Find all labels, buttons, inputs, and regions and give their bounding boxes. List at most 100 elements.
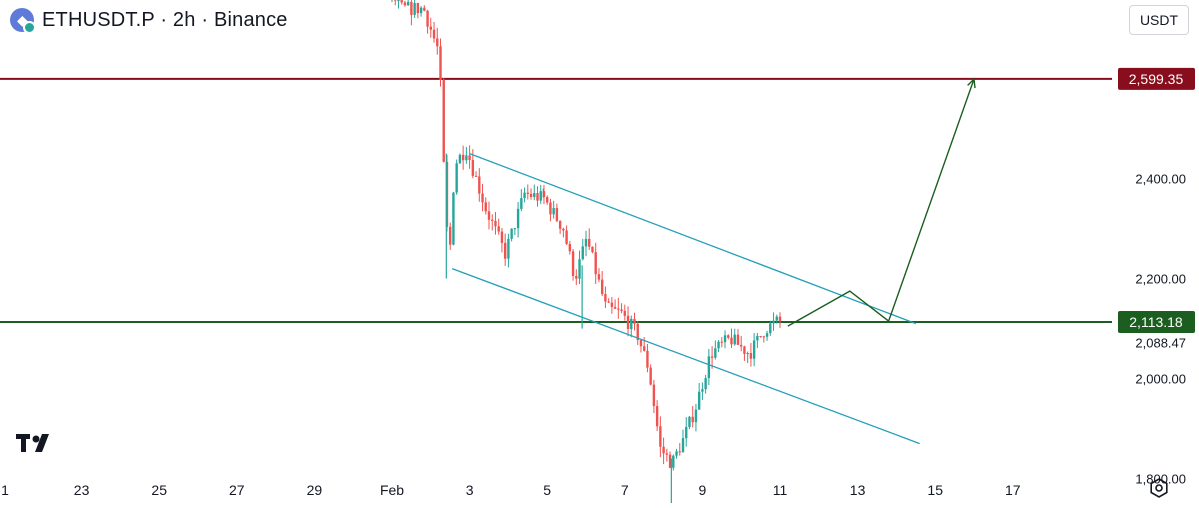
candle[interactable] xyxy=(503,233,507,266)
candle[interactable] xyxy=(597,268,601,283)
candle[interactable] xyxy=(397,0,400,9)
candle[interactable] xyxy=(630,315,633,338)
candle[interactable] xyxy=(607,298,610,303)
candle[interactable] xyxy=(403,0,407,7)
candle[interactable] xyxy=(714,340,717,360)
candle[interactable] xyxy=(685,417,688,447)
candle[interactable] xyxy=(494,211,497,235)
candle[interactable] xyxy=(733,328,736,346)
candle[interactable] xyxy=(701,382,704,400)
candle[interactable] xyxy=(675,448,678,459)
candle[interactable] xyxy=(487,201,491,230)
candle[interactable] xyxy=(649,364,652,386)
candle[interactable] xyxy=(591,246,594,254)
candle[interactable] xyxy=(600,271,604,297)
candle[interactable] xyxy=(775,314,778,324)
candle[interactable] xyxy=(513,227,517,236)
candle[interactable] xyxy=(578,250,581,285)
candle[interactable] xyxy=(584,230,588,257)
candle[interactable] xyxy=(391,0,393,3)
candle[interactable] xyxy=(423,5,426,12)
candle[interactable] xyxy=(439,38,442,87)
candle[interactable] xyxy=(678,443,681,456)
candle[interactable] xyxy=(526,184,529,200)
candle[interactable] xyxy=(542,184,546,205)
candle[interactable] xyxy=(694,403,698,432)
candle[interactable] xyxy=(520,189,523,212)
candle[interactable] xyxy=(510,228,513,242)
candle[interactable] xyxy=(565,225,568,246)
candle[interactable] xyxy=(636,321,639,345)
candle[interactable] xyxy=(736,329,740,346)
candle[interactable] xyxy=(772,312,775,331)
candle[interactable] xyxy=(410,0,413,26)
symbol-title[interactable]: ETHUSDT.P · 2h · Binance xyxy=(42,8,288,31)
candle[interactable] xyxy=(400,0,403,5)
candle[interactable] xyxy=(516,202,520,238)
candle[interactable] xyxy=(740,335,743,352)
candle[interactable] xyxy=(646,344,649,373)
candle[interactable] xyxy=(406,0,410,6)
price-label-resistance[interactable]: 2,599.35 xyxy=(1118,67,1195,90)
candle[interactable] xyxy=(461,145,465,170)
channel-line-lower[interactable] xyxy=(451,267,920,445)
candle[interactable] xyxy=(500,227,504,253)
candle[interactable] xyxy=(723,330,727,349)
candle[interactable] xyxy=(442,78,445,163)
candle[interactable] xyxy=(594,242,597,285)
candle[interactable] xyxy=(691,405,694,428)
candle[interactable] xyxy=(743,345,746,361)
candle[interactable] xyxy=(436,27,439,55)
candle[interactable] xyxy=(539,184,542,205)
candle[interactable] xyxy=(620,303,623,314)
candle[interactable] xyxy=(659,416,662,458)
candle[interactable] xyxy=(655,400,659,432)
candle[interactable] xyxy=(558,220,562,235)
candle[interactable] xyxy=(571,249,575,281)
candle[interactable] xyxy=(394,0,397,6)
candle[interactable] xyxy=(730,328,733,349)
candle[interactable] xyxy=(445,154,449,232)
currency-button[interactable]: USDT xyxy=(1129,5,1189,35)
candle[interactable] xyxy=(432,21,436,43)
candle[interactable] xyxy=(662,437,665,465)
candle[interactable] xyxy=(481,184,484,212)
candle[interactable] xyxy=(610,296,614,314)
channel-line-upper[interactable] xyxy=(469,152,917,325)
candle[interactable] xyxy=(769,320,772,336)
candle[interactable] xyxy=(549,198,552,222)
candle[interactable] xyxy=(497,218,500,235)
candle[interactable] xyxy=(419,6,423,17)
candle[interactable] xyxy=(484,197,487,215)
candle[interactable] xyxy=(471,149,475,179)
candle[interactable] xyxy=(523,187,526,203)
candle[interactable] xyxy=(426,9,429,34)
candle[interactable] xyxy=(688,415,691,430)
projection-path[interactable] xyxy=(787,78,975,327)
candle[interactable] xyxy=(623,304,626,321)
candle[interactable] xyxy=(752,333,756,367)
candle[interactable] xyxy=(704,374,707,394)
candle[interactable] xyxy=(749,343,753,367)
candle[interactable] xyxy=(668,451,672,469)
candle[interactable] xyxy=(710,346,714,369)
candle[interactable] xyxy=(546,195,549,205)
candle[interactable] xyxy=(452,191,455,246)
candle[interactable] xyxy=(720,337,723,348)
candle[interactable] xyxy=(613,299,617,310)
candle[interactable] xyxy=(478,168,481,202)
candle[interactable] xyxy=(588,228,591,250)
candle[interactable] xyxy=(455,159,458,195)
candle[interactable] xyxy=(617,297,620,319)
candle[interactable] xyxy=(643,337,646,352)
candle[interactable] xyxy=(449,222,452,251)
candle[interactable] xyxy=(765,330,769,341)
tradingview-logo-icon[interactable] xyxy=(16,432,58,454)
candle[interactable] xyxy=(697,383,701,410)
candle[interactable] xyxy=(727,334,730,340)
candle[interactable] xyxy=(416,2,420,19)
candle[interactable] xyxy=(604,286,607,308)
candle[interactable] xyxy=(762,335,766,343)
